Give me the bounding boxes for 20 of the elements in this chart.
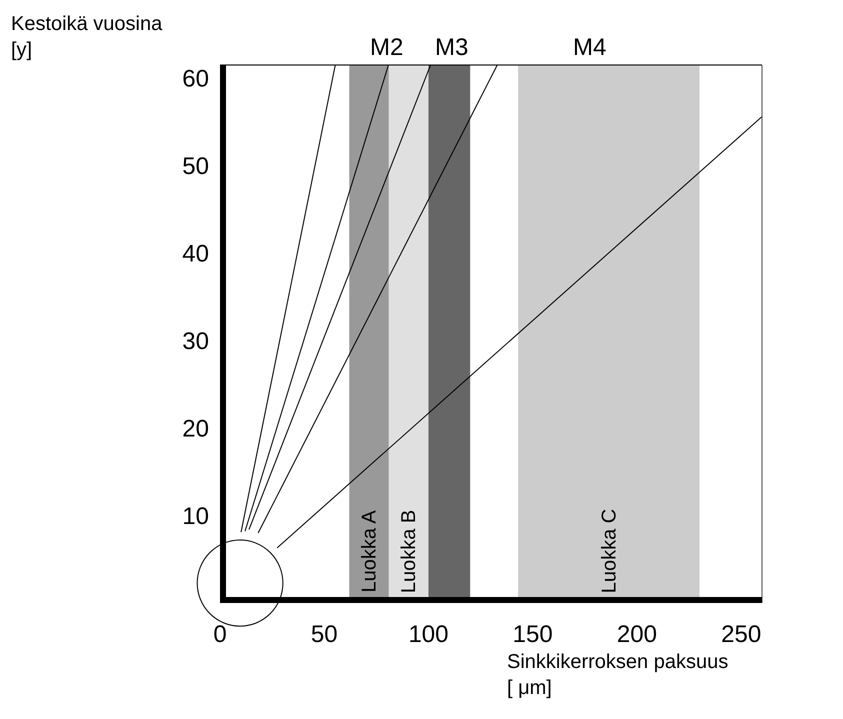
band-label: Luokka B bbox=[398, 510, 420, 594]
x-tick-label: 150 bbox=[512, 621, 553, 648]
text: M2 bbox=[370, 34, 404, 61]
y-tick-label: 20 bbox=[182, 415, 209, 442]
y-axis-title: Kestoikä vuosina [y] bbox=[11, 13, 164, 61]
y-tick-label: 30 bbox=[182, 328, 209, 355]
text: M3 bbox=[435, 34, 468, 61]
band-label: Luokka A bbox=[358, 510, 381, 593]
text: M4 bbox=[573, 34, 606, 61]
x-tick-label: 0 bbox=[213, 621, 227, 648]
y-tick-label: 50 bbox=[182, 153, 209, 180]
x-tick-label: 50 bbox=[310, 621, 338, 648]
x-tick-label: 250 bbox=[721, 621, 762, 648]
x-tick-label: 200 bbox=[616, 621, 657, 648]
y-tick-label: 40 bbox=[182, 240, 209, 268]
band-label: Luokka C bbox=[598, 508, 620, 594]
x-tick-label: 100 bbox=[408, 621, 448, 648]
y-tick-label: 10 bbox=[182, 502, 209, 530]
y-tick-label: 60 bbox=[182, 66, 209, 93]
x-axis-title: Sinkkikerroksen paksuus [ μm] bbox=[507, 651, 728, 699]
